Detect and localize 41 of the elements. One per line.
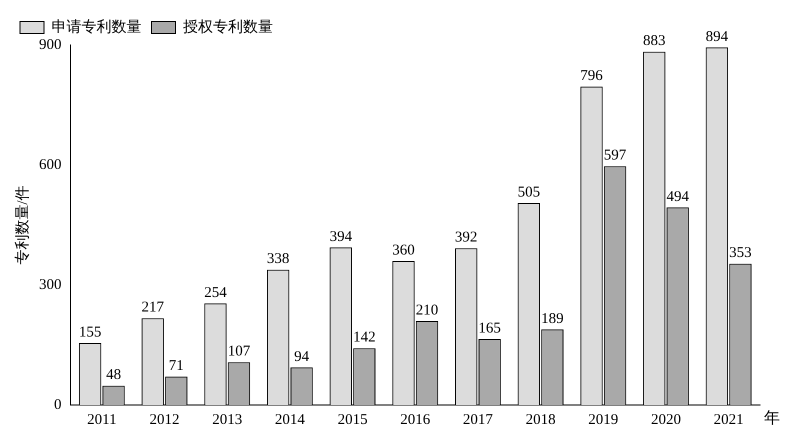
data-label: 392: [454, 230, 478, 246]
x-axis-title: 年: [764, 410, 780, 428]
legend-label: 授权专利数量: [183, 18, 273, 36]
data-label: 597: [604, 148, 627, 164]
data-label: 360: [392, 242, 415, 258]
x-tick-label: 2017: [462, 412, 494, 428]
data-label: 71: [168, 358, 184, 374]
x-tick-label: 2011: [87, 412, 117, 428]
data-label: 189: [541, 310, 564, 327]
x-tick-label: 2019: [588, 412, 618, 428]
y-axis-title: 专利数量/件: [14, 185, 31, 265]
data-label: 254: [204, 284, 228, 301]
x-tick-label: 2014: [274, 412, 306, 428]
x-tick-label: 2021: [714, 412, 744, 428]
data-label: 505: [518, 184, 540, 200]
data-label: 353: [729, 245, 752, 262]
data-label: 883: [642, 33, 666, 50]
x-tick-label: 2020: [650, 412, 681, 428]
y-tick-label: 900: [39, 36, 62, 53]
data-label: 338: [266, 251, 290, 268]
data-label: 142: [353, 330, 376, 346]
x-tick-label: 2016: [400, 412, 431, 428]
x-tick-label: 2018: [526, 412, 556, 428]
x-tick-label: 2015: [338, 412, 368, 428]
y-tick-label: 600: [39, 156, 62, 173]
data-label: 107: [228, 344, 251, 360]
data-label: 165: [478, 320, 501, 336]
data-label: 796: [580, 68, 604, 84]
data-label: 217: [142, 300, 165, 316]
data-label: 48: [106, 367, 122, 384]
y-tick-label: 0: [54, 396, 62, 413]
y-tick-label: 300: [39, 276, 62, 293]
data-label: 210: [416, 302, 438, 318]
data-label: 894: [706, 28, 729, 45]
legend-label: 申请专利数量: [52, 18, 142, 36]
data-label: 494: [666, 188, 690, 205]
data-label: 155: [78, 324, 102, 340]
x-tick-label: 2012: [150, 412, 180, 428]
data-label: 94: [294, 348, 310, 365]
data-label: 394: [330, 228, 353, 245]
x-tick-label: 2013: [212, 412, 242, 428]
